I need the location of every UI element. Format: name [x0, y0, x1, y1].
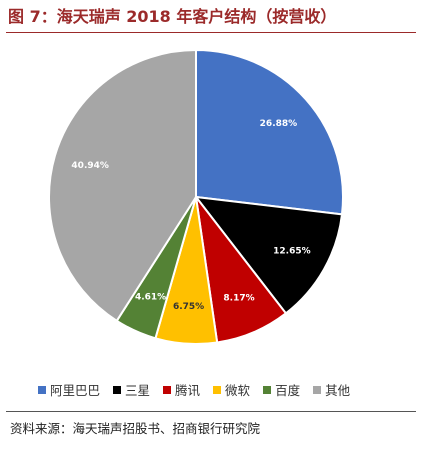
legend-swatch-6 [313, 385, 322, 394]
legend-label-2: 三星 [125, 383, 151, 398]
legend-item-5: 百度 [263, 380, 300, 399]
slice-label-4: 6.75% [173, 302, 204, 312]
legend-label-3: 腾讯 [175, 383, 201, 398]
title-divider [6, 32, 416, 33]
legend-item-6: 其他 [313, 380, 350, 399]
pie-slice-2 [193, 195, 344, 315]
source-note: 资料来源：海天瑞声招股书、招商银行研究院 [10, 421, 261, 436]
legend-swatch-5 [263, 385, 272, 394]
legend-item-3: 腾讯 [163, 380, 200, 399]
legend-label-1: 阿里巴巴 [50, 383, 101, 398]
legend-item-2: 三星 [113, 380, 150, 399]
pie-chart: 26.88% 12.65% 8.17% 6.75% 4.61% 40.94% [48, 48, 344, 345]
slice-label-6: 40.94% [71, 161, 109, 171]
slice-label-2: 12.65% [273, 246, 311, 256]
legend-swatch-3 [163, 385, 172, 394]
legend-label-6: 其他 [325, 383, 351, 398]
source-divider [6, 411, 416, 412]
legend-swatch-2 [113, 385, 122, 394]
slice-label-1: 26.88% [260, 119, 298, 129]
slice-label-5: 4.61% [135, 292, 166, 302]
legend-item-4: 微软 [213, 380, 250, 399]
slice-label-3: 8.17% [223, 293, 254, 303]
pie-slice-1 [195, 48, 344, 216]
pie-slice-6 [48, 48, 197, 323]
figure-title: 图 7：海天瑞声 2018 年客户结构（按营收） [8, 7, 337, 26]
legend-label-5: 百度 [275, 383, 301, 398]
legend-item-1: 阿里巴巴 [38, 380, 100, 399]
legend-swatch-1 [38, 385, 46, 394]
legend-swatch-4 [213, 385, 222, 394]
chart-legend: 阿里巴巴 三星 腾讯 微软 百度 其他 [38, 380, 398, 399]
legend-label-4: 微软 [225, 383, 251, 398]
